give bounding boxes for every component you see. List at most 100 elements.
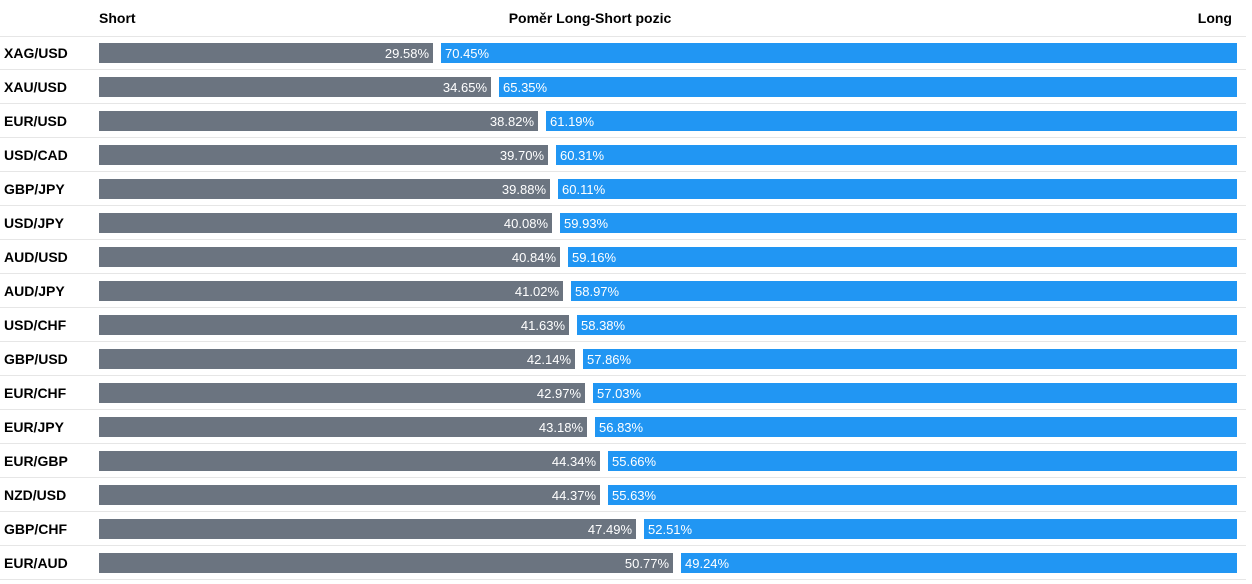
short-value-label: 40.08%	[503, 216, 548, 231]
bar-track: 43.18% 56.83%	[99, 417, 1237, 437]
long-value-label: 57.03%	[597, 386, 642, 401]
pair-label: GBP/USD	[4, 351, 68, 367]
table-row: USD/JPY 40.08% 59.93%	[0, 206, 1246, 240]
table-row: EUR/JPY 43.18% 56.83%	[0, 410, 1246, 444]
chart-title: Poměr Long-Short pozic	[508, 10, 672, 26]
long-bar: 59.16%	[568, 247, 1237, 267]
short-bar: 44.34%	[99, 451, 600, 471]
short-bar: 39.70%	[99, 145, 548, 165]
table-row: NZD/USD 44.37% 55.63%	[0, 478, 1246, 512]
short-value-label: 44.37%	[551, 488, 596, 503]
short-bar: 47.49%	[99, 519, 636, 539]
pair-label: AUD/JPY	[4, 283, 65, 299]
long-bar: 70.45%	[441, 43, 1237, 63]
bar-track: 47.49% 52.51%	[99, 519, 1237, 539]
long-bar: 60.31%	[556, 145, 1237, 165]
short-bar: 40.08%	[99, 213, 552, 233]
bar-track: 39.88% 60.11%	[99, 179, 1237, 199]
table-row: AUD/JPY 41.02% 58.97%	[0, 274, 1246, 308]
short-bar: 29.58%	[99, 43, 433, 63]
long-bar: 59.93%	[560, 213, 1237, 233]
long-value-label: 58.38%	[581, 318, 626, 333]
short-bar: 34.65%	[99, 77, 491, 97]
short-value-label: 34.65%	[442, 80, 487, 95]
table-row: XAU/USD 34.65% 65.35%	[0, 70, 1246, 104]
bar-track: 41.02% 58.97%	[99, 281, 1237, 301]
pair-label: XAG/USD	[4, 45, 68, 61]
pair-label: EUR/GBP	[4, 453, 68, 469]
long-value-label: 55.63%	[612, 488, 657, 503]
bar-track: 29.58% 70.45%	[99, 43, 1237, 63]
long-value-label: 60.31%	[560, 148, 605, 163]
long-bar: 60.11%	[558, 179, 1237, 199]
long-column-label: Long	[1197, 10, 1232, 26]
short-bar: 42.14%	[99, 349, 575, 369]
chart-header: Short Poměr Long-Short pozic Long	[0, 0, 1246, 37]
short-value-label: 38.82%	[489, 114, 534, 129]
pair-label: AUD/USD	[4, 249, 68, 265]
table-row: EUR/CHF 42.97% 57.03%	[0, 376, 1246, 410]
long-bar: 61.19%	[546, 111, 1237, 131]
short-column-label: Short	[99, 10, 136, 26]
short-value-label: 41.02%	[514, 284, 559, 299]
long-bar: 57.86%	[583, 349, 1237, 369]
table-row: EUR/USD 38.82% 61.19%	[0, 104, 1246, 138]
long-value-label: 65.35%	[503, 80, 548, 95]
table-row: EUR/AUD 50.77% 49.24%	[0, 546, 1246, 580]
short-bar: 41.63%	[99, 315, 569, 335]
short-value-label: 42.14%	[526, 352, 571, 367]
long-value-label: 49.24%	[685, 556, 730, 571]
short-value-label: 41.63%	[520, 318, 565, 333]
long-bar: 55.66%	[608, 451, 1237, 471]
bar-track: 40.84% 59.16%	[99, 247, 1237, 267]
pair-label: NZD/USD	[4, 487, 67, 503]
table-row: GBP/CHF 47.49% 52.51%	[0, 512, 1246, 546]
short-bar: 42.97%	[99, 383, 585, 403]
short-bar: 39.88%	[99, 179, 550, 199]
long-bar: 52.51%	[644, 519, 1237, 539]
short-value-label: 29.58%	[384, 46, 429, 61]
pair-label: USD/JPY	[4, 215, 64, 231]
bar-track: 42.97% 57.03%	[99, 383, 1237, 403]
long-bar: 65.35%	[499, 77, 1237, 97]
short-bar: 43.18%	[99, 417, 587, 437]
short-value-label: 50.77%	[624, 556, 669, 571]
table-row: XAG/USD 29.58% 70.45%	[0, 36, 1246, 70]
short-value-label: 43.18%	[538, 420, 583, 435]
short-bar: 38.82%	[99, 111, 538, 131]
table-row: AUD/USD 40.84% 59.16%	[0, 240, 1246, 274]
short-bar: 40.84%	[99, 247, 560, 267]
bar-track: 50.77% 49.24%	[99, 553, 1237, 573]
short-value-label: 40.84%	[511, 250, 556, 265]
pair-label: EUR/USD	[4, 113, 68, 129]
short-bar: 50.77%	[99, 553, 673, 573]
short-value-label: 39.88%	[501, 182, 546, 197]
long-bar: 49.24%	[681, 553, 1237, 573]
table-row: GBP/JPY 39.88% 60.11%	[0, 172, 1246, 206]
long-value-label: 59.16%	[572, 250, 617, 265]
long-value-label: 56.83%	[599, 420, 644, 435]
bar-track: 38.82% 61.19%	[99, 111, 1237, 131]
bar-track: 41.63% 58.38%	[99, 315, 1237, 335]
pair-label: USD/CHF	[4, 317, 67, 333]
short-value-label: 47.49%	[587, 522, 632, 537]
long-bar: 55.63%	[608, 485, 1237, 505]
long-value-label: 60.11%	[562, 182, 606, 197]
long-bar: 57.03%	[593, 383, 1237, 403]
short-value-label: 44.34%	[551, 454, 596, 469]
chart-rows: XAG/USD 29.58% 70.45% XAU/USD 34.65% 65.35% EU…	[0, 36, 1246, 580]
pair-label: USD/CAD	[4, 147, 68, 163]
pair-label: EUR/JPY	[4, 419, 64, 435]
short-bar: 41.02%	[99, 281, 563, 301]
table-row: USD/CHF 41.63% 58.38%	[0, 308, 1246, 342]
long-bar: 56.83%	[595, 417, 1237, 437]
bar-track: 42.14% 57.86%	[99, 349, 1237, 369]
long-value-label: 57.86%	[587, 352, 632, 367]
long-bar: 58.97%	[571, 281, 1237, 301]
bar-track: 40.08% 59.93%	[99, 213, 1237, 233]
pair-label: EUR/AUD	[4, 555, 68, 571]
bar-track: 44.37% 55.63%	[99, 485, 1237, 505]
long-value-label: 52.51%	[648, 522, 693, 537]
table-row: USD/CAD 39.70% 60.31%	[0, 138, 1246, 172]
